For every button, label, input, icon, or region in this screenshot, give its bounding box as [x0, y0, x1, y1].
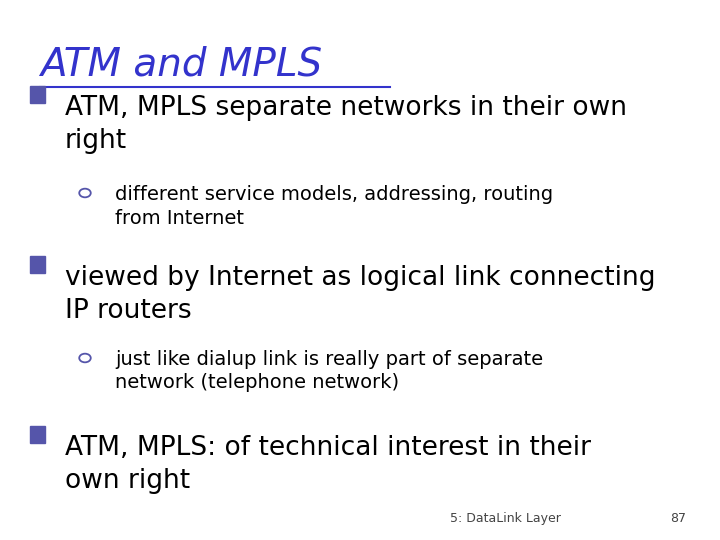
Text: viewed by Internet as logical link connecting
IP routers: viewed by Internet as logical link conne…: [65, 265, 655, 324]
Text: different service models, addressing, routing
from Internet: different service models, addressing, ro…: [115, 185, 553, 227]
Text: ATM and MPLS: ATM and MPLS: [40, 45, 322, 83]
Text: ATM, MPLS: of technical interest in their
own right: ATM, MPLS: of technical interest in thei…: [65, 435, 591, 494]
Text: just like dialup link is really part of separate
network (telephone network): just like dialup link is really part of …: [115, 350, 543, 393]
Text: ATM, MPLS separate networks in their own
right: ATM, MPLS separate networks in their own…: [65, 95, 627, 154]
Text: 5: DataLink Layer: 5: DataLink Layer: [450, 512, 561, 525]
Text: 87: 87: [670, 512, 686, 525]
